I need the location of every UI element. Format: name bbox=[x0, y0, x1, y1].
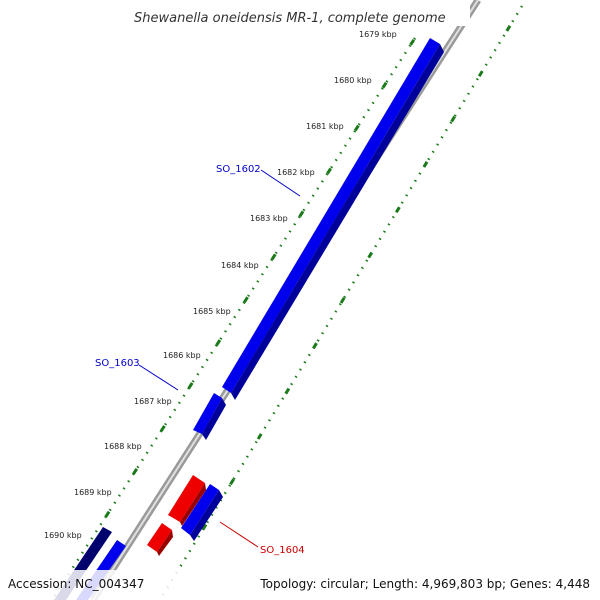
tick-track-inner bbox=[50, 37, 417, 600]
inner-major-tick bbox=[104, 510, 111, 518]
inner-major-tick bbox=[243, 296, 249, 304]
accession-text: Accession: NC_004347 bbox=[8, 577, 144, 591]
gene-label-so-1603[interactable]: SO_1603 bbox=[95, 358, 140, 369]
outer-major-tick bbox=[422, 161, 429, 168]
tick-label: 1688 kbp bbox=[104, 442, 142, 451]
title-backdrop bbox=[130, 6, 470, 26]
genome-summary-text: Topology: circular; Length: 4,969,803 bp… bbox=[259, 577, 590, 591]
outer-major-tick bbox=[505, 25, 512, 32]
inner-major-tick bbox=[409, 38, 416, 46]
outer-major-tick bbox=[229, 478, 235, 486]
tick-labels: 1679 kbp 1680 kbp 1681 kbp 1682 kbp 1683… bbox=[44, 30, 397, 540]
gene-so-1603-shape[interactable] bbox=[193, 393, 222, 434]
gene-so-1603-shade bbox=[202, 398, 226, 440]
so-1602-leader bbox=[260, 169, 301, 197]
tick-label: 1689 kbp bbox=[74, 488, 112, 497]
inner-major-tick bbox=[215, 339, 222, 346]
forward-strand-genes bbox=[54, 38, 444, 600]
tick-label: 1687 kbp bbox=[134, 397, 172, 406]
outer-major-tick bbox=[256, 433, 263, 440]
tick-label: 1680 kbp bbox=[334, 76, 372, 85]
outer-major-tick bbox=[201, 523, 208, 531]
gene-reverse-shade bbox=[157, 530, 173, 556]
major-ticks bbox=[104, 25, 512, 531]
outer-major-tick bbox=[477, 70, 484, 78]
inner-major-tick bbox=[381, 81, 388, 89]
tick-label: 1685 kbp bbox=[193, 307, 231, 316]
inner-major-tick bbox=[159, 425, 166, 432]
inner-major-tick bbox=[187, 382, 194, 389]
inner-major-tick bbox=[270, 253, 277, 261]
tick-label: 1679 kbp bbox=[359, 30, 397, 39]
tick-track-outer bbox=[158, 5, 524, 600]
gene-label-so-1604[interactable]: SO_1604 bbox=[260, 545, 305, 556]
so-1604-leader bbox=[219, 521, 259, 548]
inner-major-tick bbox=[326, 167, 332, 175]
tick-label: 1683 kbp bbox=[250, 214, 288, 223]
tick-label: 1684 kbp bbox=[221, 261, 259, 270]
outer-major-tick bbox=[395, 206, 401, 214]
gene-forward-arrow-shape[interactable] bbox=[181, 484, 219, 535]
reverse-strand-genes bbox=[147, 475, 206, 556]
gene-so-1604-shape[interactable] bbox=[168, 475, 205, 522]
outer-major-tick bbox=[284, 387, 291, 395]
inner-major-tick bbox=[298, 210, 305, 218]
outer-major-tick bbox=[367, 251, 374, 259]
footer-backdrop bbox=[0, 570, 600, 600]
so-1603-leader bbox=[138, 364, 179, 391]
map-title: Shewanella oneidensis MR-1, complete gen… bbox=[134, 11, 446, 26]
gene-so-1604-shade bbox=[180, 483, 206, 526]
outer-major-tick bbox=[339, 297, 346, 304]
tick-label: 1682 kbp bbox=[277, 168, 315, 177]
outer-major-tick bbox=[312, 342, 318, 350]
gene-so-1602-shade bbox=[231, 44, 444, 400]
gene-so-1602-shape[interactable] bbox=[222, 38, 440, 393]
gene-forward-arrow-shade bbox=[190, 490, 223, 541]
inner-major-tick bbox=[132, 467, 139, 475]
gene-label-so-1602[interactable]: SO_1602 bbox=[216, 164, 261, 175]
tick-label: 1686 kbp bbox=[163, 351, 201, 360]
outer-major-tick bbox=[450, 115, 456, 123]
gene-reverse-shape[interactable] bbox=[147, 523, 172, 552]
tick-label: 1690 kbp bbox=[44, 531, 82, 540]
inner-major-tick bbox=[353, 124, 360, 132]
tick-label: 1681 kbp bbox=[306, 122, 344, 131]
